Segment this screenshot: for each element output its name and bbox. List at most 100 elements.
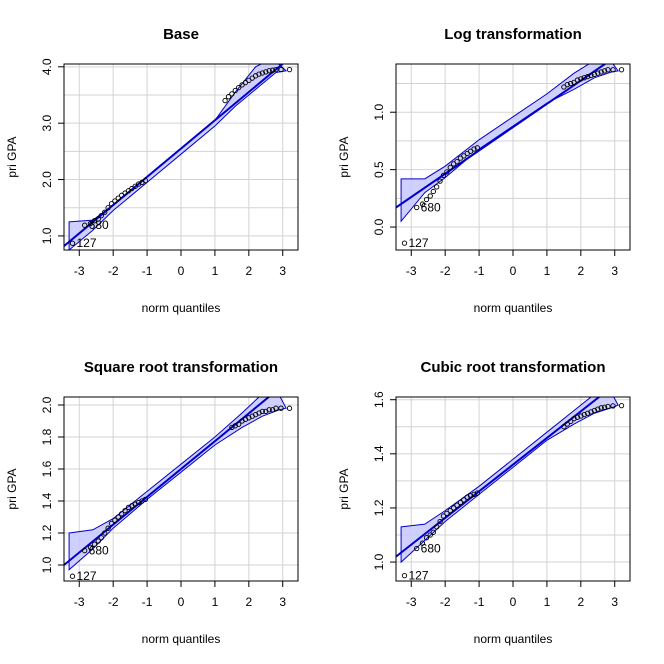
data-point [232, 87, 238, 94]
point-label: 680 [421, 542, 441, 556]
data-point [95, 216, 101, 222]
data-point [591, 71, 598, 77]
data-point [266, 407, 272, 413]
point-label: 680 [89, 544, 109, 558]
point-label: 680 [421, 201, 441, 215]
reference-line [64, 397, 271, 566]
data-point [286, 405, 293, 411]
data-point [595, 406, 601, 412]
chart-title: Cubic root transformation [420, 359, 605, 376]
x-tick-label: -3 [406, 264, 417, 278]
data-point [259, 70, 266, 76]
data-points [69, 405, 293, 579]
data-point [464, 494, 470, 500]
data-point [236, 421, 242, 427]
data-point [574, 77, 581, 83]
data-point [564, 421, 570, 427]
data-point [471, 491, 477, 498]
x-tick-label: 1 [212, 264, 219, 278]
x-tick-label: -2 [108, 595, 119, 609]
data-point [115, 195, 121, 201]
data-point [564, 82, 570, 88]
data-point [618, 403, 625, 409]
data-point [401, 240, 408, 246]
data-point [618, 67, 625, 73]
data-point [112, 517, 118, 523]
data-point [437, 178, 443, 184]
x-tick-label: 1 [544, 264, 551, 278]
y-tick-label: 1.0 [40, 227, 54, 244]
data-point [69, 240, 76, 246]
x-axis-label: norm quantiles [142, 301, 221, 315]
data-point [467, 493, 474, 499]
panel-1: 127 680 -3 -2 -1 0 1 2 3 1.0 2.0 3.0 4.0 Base norm qua… [5, 26, 299, 315]
data-point [610, 67, 616, 73]
data-point [584, 410, 591, 416]
x-tick-label: 2 [577, 595, 584, 609]
point-label: 127 [408, 236, 428, 250]
data-point [142, 496, 149, 503]
data-point [561, 424, 567, 430]
data-point [474, 145, 481, 151]
data-point [273, 405, 279, 411]
data-point [427, 532, 433, 538]
data-point [142, 178, 149, 184]
data-point [601, 404, 608, 410]
data-points [401, 67, 625, 246]
x-tick-label: 0 [510, 595, 517, 609]
data-point [69, 573, 76, 579]
data-point [598, 405, 604, 411]
data-point [584, 73, 591, 80]
data-point [91, 541, 98, 547]
x-tick-label: -2 [108, 264, 119, 278]
y-tick-label: 1.4 [372, 445, 386, 462]
panel-2: 127 680 -3 -2 -1 0 1 2 3 0.0 0.5 1.0 Log transformat… [337, 26, 631, 315]
data-point [568, 418, 574, 425]
grid [396, 64, 630, 250]
data-point [568, 80, 574, 87]
x-axis-label: norm quantiles [142, 632, 221, 646]
data-point [108, 201, 115, 207]
data-point [437, 518, 443, 525]
data-point [434, 524, 440, 530]
data-point [601, 68, 608, 74]
y-tick-label: 1.0 [372, 553, 386, 570]
data-point [105, 525, 111, 531]
x-tick-label: 3 [279, 595, 286, 609]
data-point [571, 415, 577, 422]
x-tick-label: 0 [178, 595, 185, 609]
data-point [286, 66, 293, 73]
data-point [229, 91, 235, 97]
data-point [454, 158, 460, 165]
data-point [423, 535, 430, 541]
y-tick-label: 1.6 [40, 460, 54, 477]
y-tick-label: 1.0 [372, 104, 386, 121]
y-tick-label: 0.5 [372, 161, 386, 178]
data-point [414, 204, 420, 211]
data-point [447, 507, 453, 514]
chart-title: Square root transformation [84, 359, 278, 376]
data-point [440, 513, 447, 519]
y-tick-label: 0.0 [372, 218, 386, 235]
panel-4: 127 680 -3 -2 -1 0 1 2 3 1.0 1.2 1.4 1.6 Cubic root t… [337, 359, 631, 646]
data-point [236, 85, 242, 91]
data-point [266, 68, 272, 74]
data-point [269, 67, 276, 73]
x-tick-label: -1 [142, 264, 153, 278]
confidence-band [400, 397, 619, 564]
y-tick-label: 2.0 [40, 396, 54, 413]
point-label: 127 [76, 236, 96, 250]
data-point [122, 507, 128, 514]
y-tick-label: 1.0 [40, 556, 54, 573]
data-point [434, 184, 440, 190]
y-tick-label: 1.2 [40, 524, 54, 541]
data-point [108, 520, 115, 527]
data-point [457, 499, 464, 506]
x-tick-label: -3 [74, 595, 85, 609]
data-point [447, 164, 453, 170]
data-point [471, 146, 477, 152]
data-point [87, 220, 94, 227]
x-tick-label: 3 [611, 595, 618, 609]
y-axis-label: pri GPA [337, 136, 351, 177]
